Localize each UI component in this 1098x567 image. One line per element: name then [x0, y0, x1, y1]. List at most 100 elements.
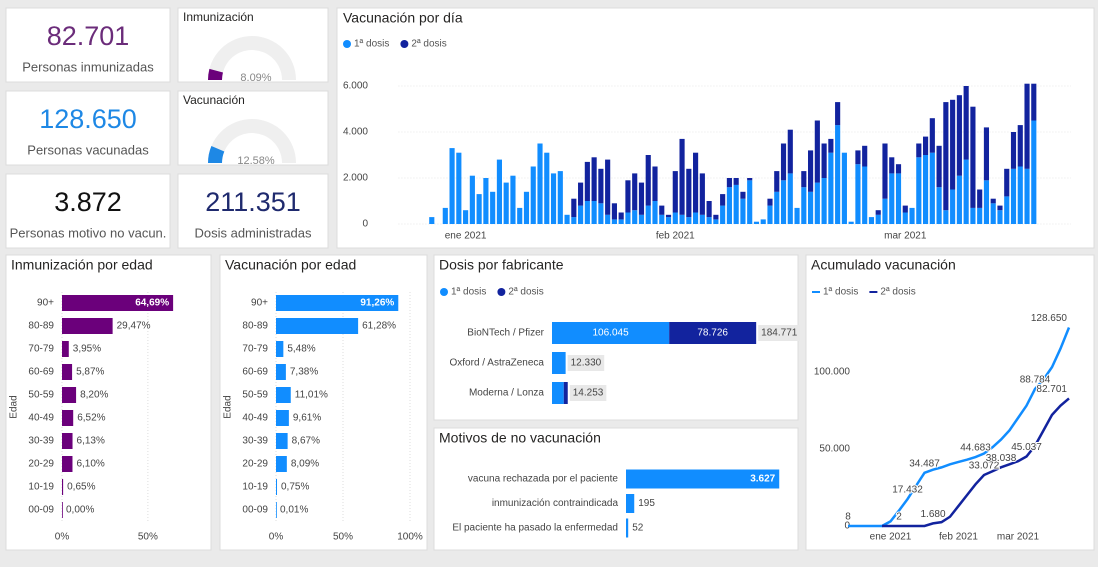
- data-label: 33.072: [969, 461, 1000, 472]
- data-label: 6,13%: [77, 436, 105, 447]
- bar-segment: [977, 189, 983, 208]
- bar-segment: [882, 143, 888, 199]
- bar-segment: [571, 198, 577, 218]
- bar-segment: [828, 138, 834, 153]
- bar-segment: [584, 201, 590, 224]
- chart-title: Dosis por fabricante: [439, 257, 564, 273]
- bar-segment: [552, 322, 670, 344]
- data-label: 11,01%: [295, 390, 328, 401]
- card-value: 82.701: [47, 21, 130, 51]
- y-tick-label: 0: [844, 521, 850, 532]
- gauge-value-label: 8.09%: [240, 72, 271, 84]
- card-panel: [5, 90, 171, 166]
- bar-segment: [963, 86, 969, 160]
- bar: [276, 387, 291, 403]
- bar-segment: [760, 219, 766, 224]
- x-tick-label: 0%: [55, 532, 70, 543]
- bar-segment: [767, 205, 773, 224]
- bar-segment: [909, 207, 915, 224]
- data-label: 128.650: [1031, 313, 1068, 324]
- bar-segment: [693, 212, 699, 224]
- chart-title: Vacunación por edad: [225, 257, 356, 273]
- x-tick-label: 0%: [269, 532, 284, 543]
- x-tick-label: feb 2021: [939, 532, 978, 543]
- data-label: 44.683: [960, 443, 991, 454]
- data-label: 78.726: [697, 328, 728, 339]
- bar-segment: [787, 129, 793, 174]
- bar-segment: [483, 178, 489, 224]
- bar-segment: [821, 143, 827, 178]
- bar-segment: [578, 205, 584, 224]
- data-label: 5,87%: [76, 367, 104, 378]
- bar-segment: [563, 382, 568, 404]
- bar-segment: [706, 201, 712, 218]
- data-label: 0,75%: [281, 482, 309, 493]
- legend-swatch: [343, 40, 351, 48]
- chart-panel: [805, 254, 1095, 551]
- x-tick-label: 50%: [333, 532, 353, 543]
- category-label: 50-59: [28, 390, 54, 401]
- category-label: 80-89: [242, 321, 268, 332]
- data-label: 64,69%: [135, 298, 169, 309]
- legend-swatch: [400, 40, 409, 48]
- bar-segment: [808, 191, 814, 224]
- bar-segment: [726, 178, 732, 188]
- bar-segment: [956, 175, 962, 224]
- category-label: 70-79: [28, 344, 54, 355]
- bar-segment: [875, 210, 881, 215]
- card-value: 3.872: [54, 187, 122, 217]
- bar-segment: [550, 173, 557, 224]
- bar-segment: [956, 95, 962, 176]
- bar-segment: [862, 166, 868, 224]
- data-label: 3.627: [750, 474, 775, 485]
- bar-segment: [578, 182, 584, 206]
- chart-title: Vacunación por día: [343, 10, 463, 26]
- bar-segment: [814, 182, 820, 224]
- legend-swatch: [440, 288, 448, 296]
- bar: [626, 518, 629, 538]
- data-label: 195: [638, 498, 655, 509]
- bar: [62, 456, 73, 472]
- gauge-title: Inmunización: [183, 10, 254, 24]
- bar-segment: [645, 205, 651, 224]
- bar: [62, 387, 77, 403]
- bar-segment: [1031, 120, 1037, 224]
- bar-segment: [990, 198, 996, 204]
- legend-label: 2ª dosis: [508, 287, 543, 298]
- bar-segment: [895, 164, 902, 174]
- bar-segment: [801, 187, 807, 224]
- category-label: 00-09: [28, 505, 54, 516]
- bar-segment: [990, 203, 996, 224]
- bar-segment: [828, 152, 834, 224]
- bar: [626, 494, 635, 513]
- bar-segment: [552, 382, 564, 404]
- bar-segment: [787, 173, 793, 224]
- bar-segment: [821, 178, 827, 224]
- bar-segment: [665, 217, 672, 224]
- category-label: 00-09: [242, 505, 268, 516]
- axis-title: Edad: [223, 395, 234, 418]
- category-label: 20-29: [242, 459, 268, 470]
- x-tick-label: mar 2021: [997, 532, 1040, 543]
- bar-segment: [625, 180, 631, 213]
- bar-segment: [855, 150, 861, 165]
- bar: [276, 410, 289, 426]
- data-label: 106.045: [593, 328, 630, 339]
- data-label: 34.487: [909, 458, 940, 469]
- bar-segment: [591, 201, 597, 224]
- bar-segment: [584, 161, 590, 201]
- bar: [62, 410, 74, 426]
- bar-segment: [1010, 132, 1017, 169]
- bar: [62, 341, 69, 357]
- bar-segment: [686, 168, 692, 218]
- bar-segment: [598, 168, 604, 204]
- data-label: 0,65%: [67, 482, 95, 493]
- bar-segment: [618, 219, 624, 224]
- total-label-bg: [567, 355, 605, 371]
- chart-title: Motivos de no vacunación: [439, 430, 601, 446]
- category-label: 60-69: [242, 367, 268, 378]
- bar-segment: [496, 159, 502, 224]
- bar-segment: [652, 201, 658, 224]
- total-label: 12.330: [571, 358, 602, 369]
- card-label: Personas motivo no vacun.: [10, 225, 167, 240]
